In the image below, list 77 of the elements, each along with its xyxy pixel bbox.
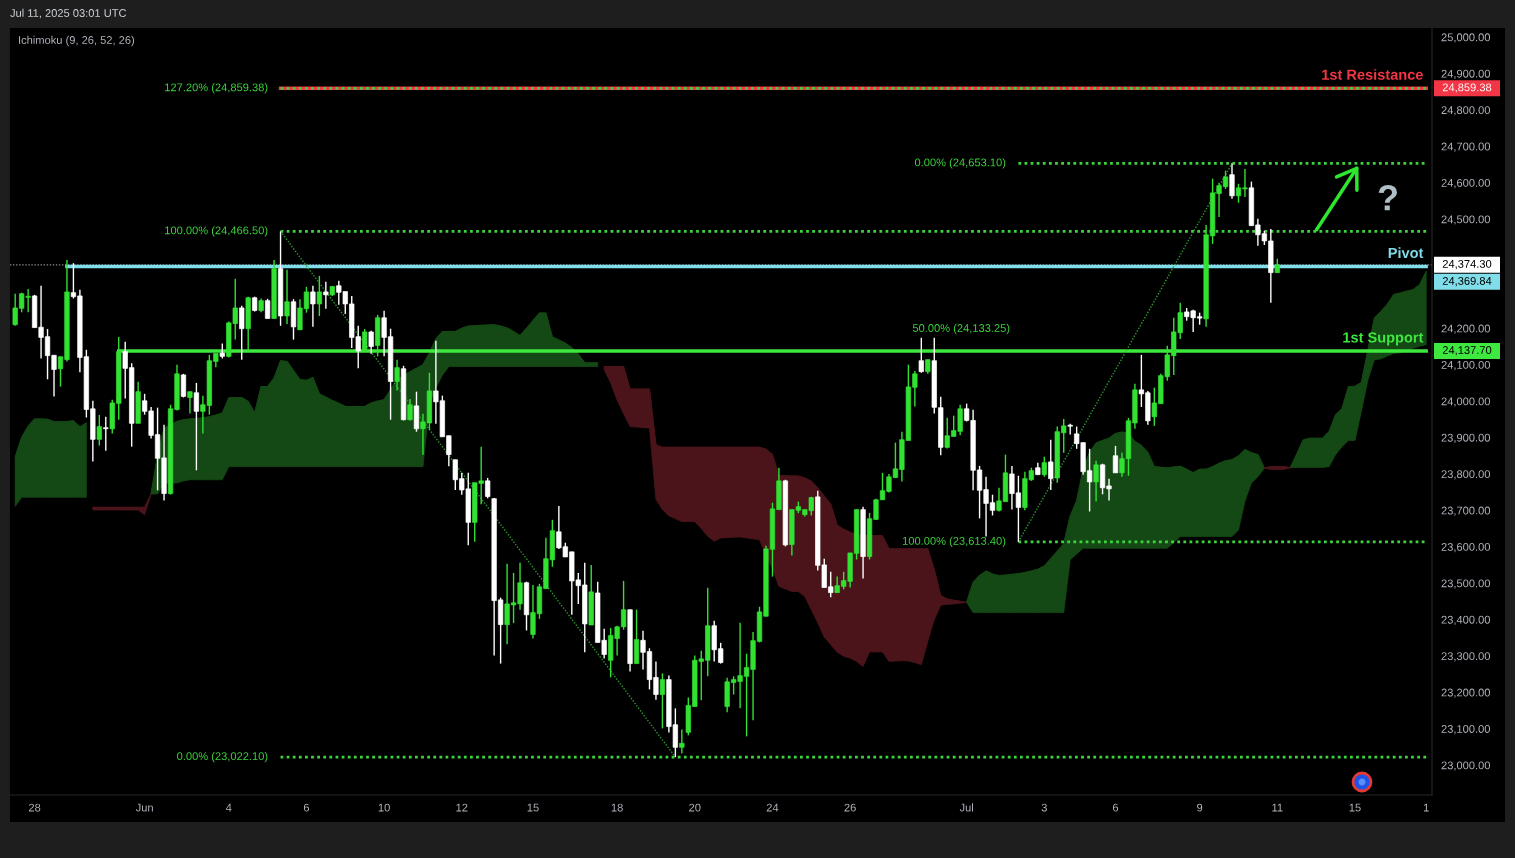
x-tick-label: 11 — [1272, 803, 1283, 812]
x-tick-label: 18 — [611, 803, 623, 812]
x-tick-label: 24 — [766, 803, 779, 812]
candlestick — [394, 358, 400, 392]
candlestick — [659, 672, 666, 730]
candlestick — [679, 728, 685, 755]
y-tick-label: 24,200.00 — [1441, 324, 1491, 334]
series-label: 0.00% (24,653.10) — [914, 158, 1006, 169]
candlestick — [1048, 439, 1054, 491]
candlestick — [1229, 162, 1235, 200]
candlestick — [1093, 460, 1099, 503]
x-tick-label: 28 — [28, 803, 41, 812]
series-label: 1st Support — [1343, 332, 1424, 346]
candlestick — [485, 477, 491, 500]
y-tick-label: 23,400.00 — [1441, 615, 1491, 625]
y-tick-label: 24,900.00 — [1441, 69, 1491, 79]
y-tick-label: 24,700.00 — [1441, 142, 1491, 152]
y-tick-label: 25,000.00 — [1441, 33, 1491, 43]
y-tick-label: 23,100.00 — [1441, 725, 1491, 735]
x-tick-label: 9 — [1197, 803, 1203, 812]
x-tick-label: Jul — [959, 803, 973, 812]
y-tick-label: 23,600.00 — [1441, 543, 1491, 553]
candlestick — [323, 281, 329, 310]
x-tick-label: 15 — [527, 803, 539, 812]
x-tick-label: 1 — [1423, 803, 1429, 812]
series-label: 100.00% (24,466.50) — [165, 226, 268, 237]
candlestick — [310, 285, 316, 328]
candlestick — [103, 416, 109, 452]
candlestick — [187, 390, 193, 415]
x-tick-label: 26 — [844, 803, 856, 812]
y-tick-label: 23,800.00 — [1441, 470, 1491, 480]
x-tick-label: 3 — [1041, 803, 1047, 812]
x-tick-label: Jun — [135, 803, 153, 812]
series-label: 0.00% (23,022.10) — [177, 751, 268, 763]
x-tick-label: 6 — [303, 803, 310, 812]
candlestick — [316, 275, 322, 317]
line-series — [1017, 162, 1233, 543]
candlestick — [264, 298, 271, 320]
x-tick-label: 15 — [1349, 803, 1361, 812]
y-tick-label: 24,100.00 — [1441, 360, 1491, 371]
y-tick-label: 24,600.00 — [1441, 178, 1491, 189]
annotation: 24,374.30 — [1442, 259, 1492, 270]
series-label: 1st Resistance — [1322, 69, 1423, 80]
annotation: 50.00% (24,133.25) — [912, 323, 1010, 335]
series-label: 127.20% (24,859.38) — [165, 83, 268, 94]
annotation: 24,137.70 — [1442, 346, 1492, 356]
annotation: Ichimoku (9, 26, 52, 26) — [19, 35, 135, 47]
y-tick-label: 23,200.00 — [1441, 688, 1491, 698]
candlestick — [193, 382, 200, 471]
series-label: 100.00% (23,613.40) — [902, 536, 1006, 548]
candlestick — [413, 390, 420, 433]
x-tick-label: 6 — [1112, 803, 1119, 812]
y-tick-label: 24,500.00 — [1441, 215, 1491, 225]
candlestick — [284, 269, 290, 325]
annotation: 24,859.38 — [1442, 83, 1492, 93]
y-tick-label: 23,300.00 — [1441, 652, 1491, 662]
x-tick-label: 12 — [456, 803, 468, 812]
y-tick-label: 23,700.00 — [1441, 506, 1491, 516]
y-tick-label: 23,000.00 — [1441, 761, 1491, 771]
y-tick-label: 24,800.00 — [1441, 106, 1491, 116]
y-tick-label: 23,900.00 — [1441, 433, 1491, 443]
series-label: Pivot — [1388, 247, 1424, 259]
candlestick — [239, 305, 245, 361]
annotation: 24,369.84 — [1442, 276, 1492, 287]
y-tick-label: 24,000.00 — [1441, 397, 1491, 407]
x-tick-label: 10 — [378, 803, 390, 812]
x-tick-label: 20 — [689, 803, 701, 812]
candlestick — [918, 337, 924, 374]
annotation: ? — [1378, 185, 1397, 211]
y-tick-label: 23,500.00 — [1441, 579, 1491, 589]
chart-title: Jul 11, 2025 03:01 UTC — [10, 8, 127, 19]
candlestick — [96, 414, 102, 447]
x-tick-label: 4 — [225, 803, 232, 812]
candlestick — [1041, 456, 1047, 478]
candlestick — [1067, 422, 1073, 436]
candlestick — [1112, 445, 1119, 474]
line-series — [279, 230, 677, 758]
